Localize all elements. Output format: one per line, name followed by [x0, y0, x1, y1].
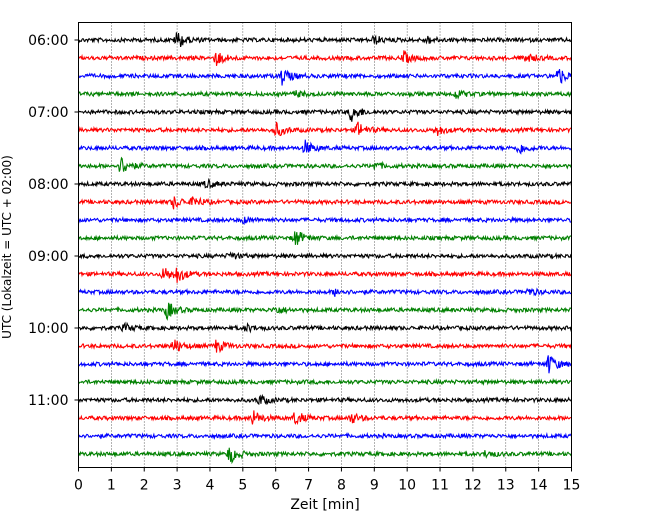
x-tick-label: 4 — [206, 478, 215, 494]
seismic-trace — [77, 177, 573, 190]
seismic-trace — [78, 139, 572, 155]
y-tick-label: 07:00 — [28, 105, 68, 121]
x-axis-label: Zeit [min] — [290, 497, 359, 513]
seismic-trace — [78, 339, 573, 354]
x-tick-label: 5 — [238, 478, 247, 494]
x-tick-label: 14 — [530, 478, 548, 494]
y-tick-label: 09:00 — [28, 249, 68, 265]
seismic-trace — [78, 121, 572, 137]
seismic-trace — [78, 431, 572, 440]
x-tick-label: 3 — [173, 478, 182, 494]
seismic-trace — [78, 377, 572, 387]
x-tick-label: 15 — [563, 478, 581, 494]
seismic-trace — [78, 321, 573, 334]
seismic-trace — [77, 32, 573, 48]
seismic-trace — [77, 410, 572, 426]
seismic-trace — [78, 393, 572, 406]
seismic-trace — [77, 231, 572, 245]
x-tick-label: 2 — [140, 478, 149, 494]
x-tick-label: 7 — [304, 478, 313, 494]
seismic-trace — [78, 355, 572, 374]
seismic-trace — [78, 107, 573, 122]
seismic-trace — [78, 287, 572, 297]
seismic-trace — [78, 447, 572, 465]
seismic-trace — [78, 251, 572, 260]
seismic-trace — [77, 215, 572, 226]
y-tick-label: 08:00 — [28, 177, 68, 193]
y-tick-label: 10:00 — [28, 321, 68, 337]
x-tick-label: 0 — [74, 478, 83, 494]
seismic-trace — [77, 69, 573, 86]
seismic-trace — [78, 267, 572, 283]
plot-frame — [78, 22, 572, 468]
seismic-traces — [77, 32, 573, 465]
grid-lines — [111, 22, 539, 468]
x-tick-label: 1 — [107, 478, 116, 494]
y-tick-label: 11:00 — [28, 393, 68, 409]
seismic-trace — [78, 50, 572, 66]
y-axis-label: UTC (Lokalzeit = UTC + 02:00) — [0, 155, 14, 339]
seismic-trace — [77, 156, 572, 172]
y-axis-ticks: 06:00 07:00 08:00 09:00 10:00 11:00 — [28, 33, 79, 409]
x-tick-label: 9 — [370, 478, 379, 494]
x-tick-label: 8 — [337, 478, 346, 494]
y-tick-label: 06:00 — [28, 33, 68, 49]
x-tick-label: 12 — [464, 478, 482, 494]
x-axis-ticks: 0 1 2 3 4 5 6 7 8 9 10 11 12 13 14 15 — [74, 467, 581, 494]
seismic-trace — [78, 302, 572, 321]
seismic-trace — [78, 196, 572, 210]
x-tick-label: 6 — [271, 478, 280, 494]
seismic-trace — [77, 89, 573, 100]
x-tick-label: 10 — [398, 478, 416, 494]
x-tick-label: 13 — [497, 478, 515, 494]
x-tick-label: 11 — [431, 478, 449, 494]
